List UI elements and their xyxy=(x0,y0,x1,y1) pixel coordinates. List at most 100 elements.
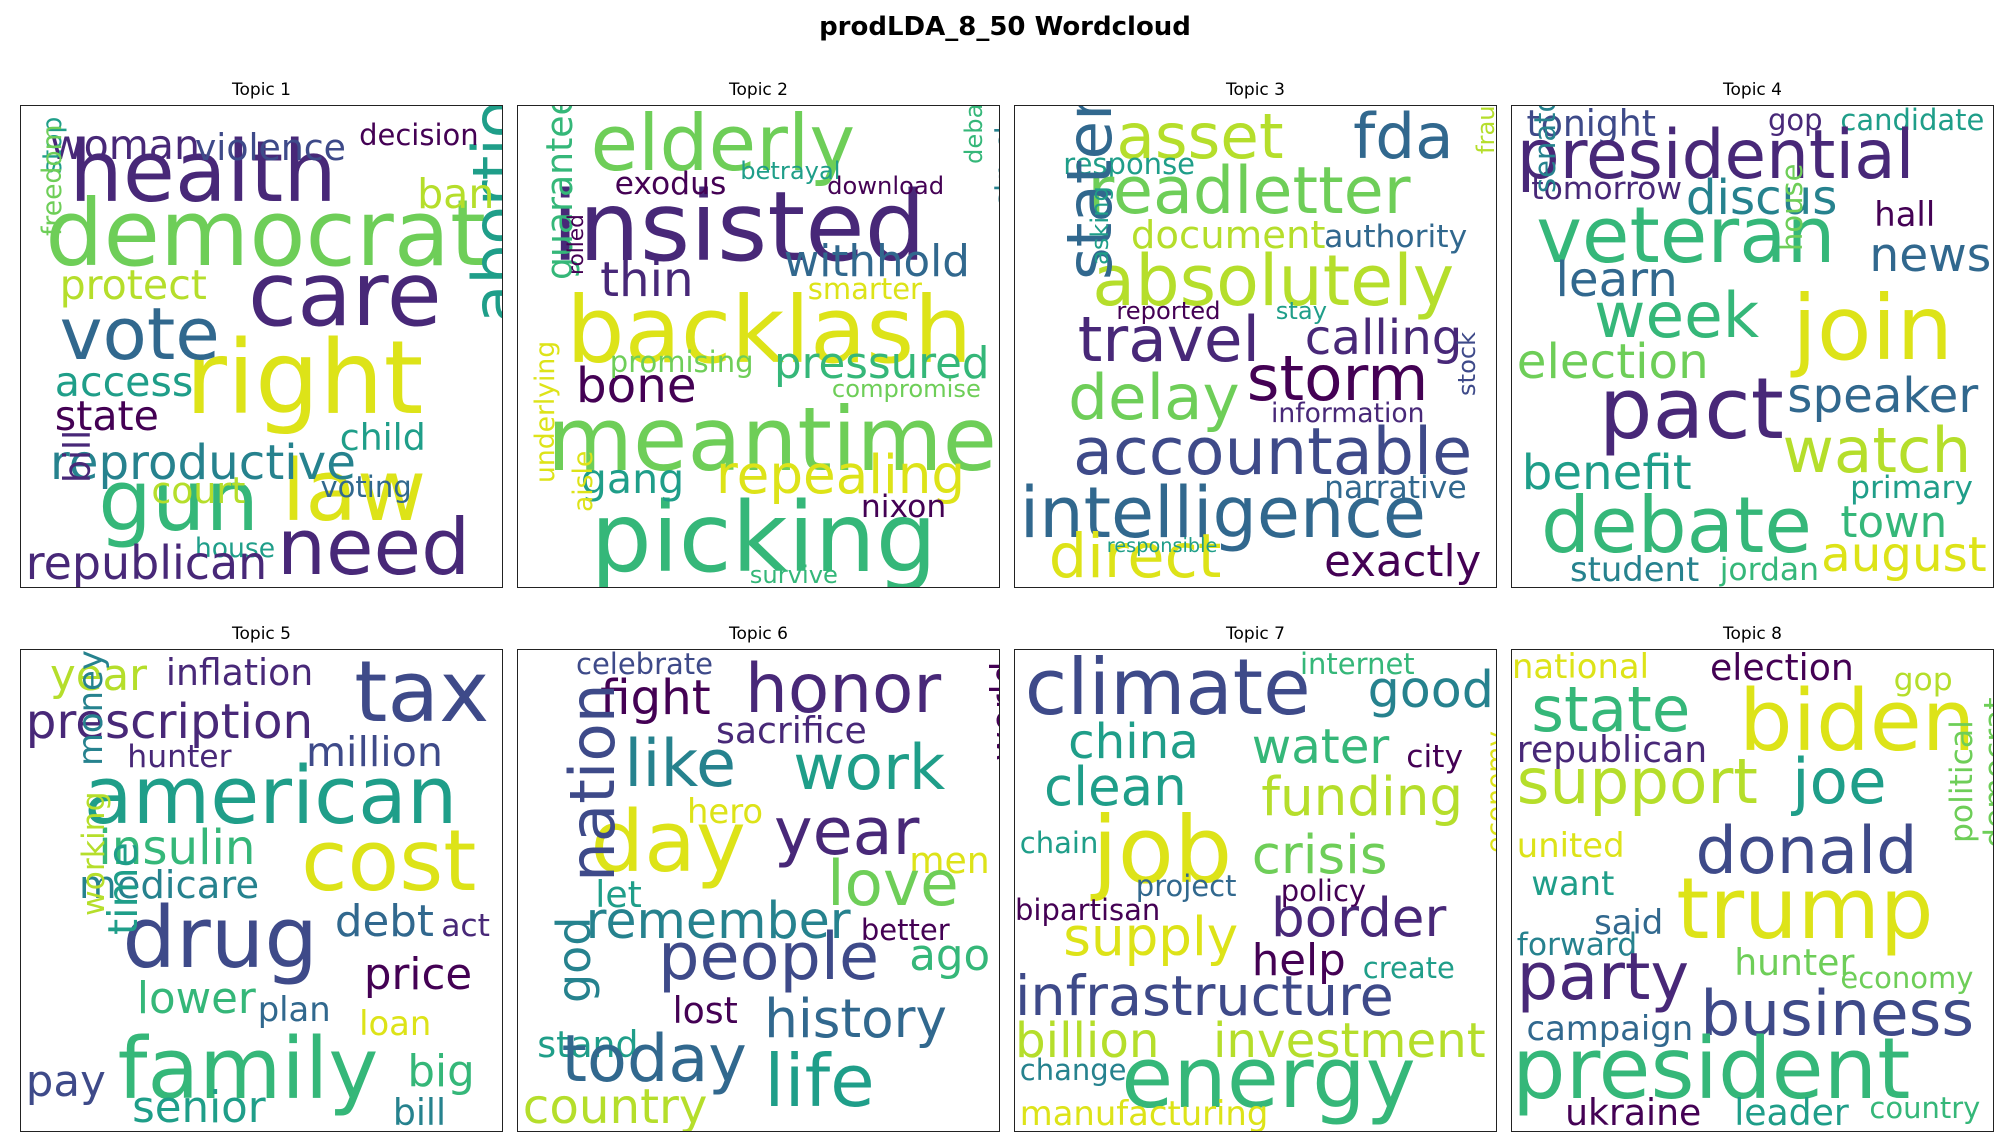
word-sacrifice: sacrifice xyxy=(716,708,867,752)
word-withhold: withhold xyxy=(783,237,970,288)
word-history: history xyxy=(764,987,947,1050)
word-loan: loan xyxy=(359,1004,432,1044)
word-leader: leader xyxy=(1734,1091,1849,1132)
word-storm: storm xyxy=(1246,341,1429,415)
word-want: want xyxy=(1531,864,1615,904)
word-betrayal: betrayal xyxy=(740,157,841,186)
word-august: august xyxy=(1821,527,1987,583)
word-benefit: benefit xyxy=(1521,444,1692,501)
word-hero: hero xyxy=(687,791,764,831)
word-voting: voting xyxy=(320,470,412,505)
word-political: political xyxy=(1943,720,1980,844)
word-child: child xyxy=(339,415,426,459)
word-survive: survive xyxy=(749,561,838,588)
word-act: act xyxy=(441,907,490,944)
word-hall: hall xyxy=(1874,194,1936,234)
word-nation: nation xyxy=(555,683,629,882)
word-create: create xyxy=(1362,951,1455,986)
word-policy: policy xyxy=(1280,874,1367,908)
word-fight: fight xyxy=(600,670,711,727)
word-structural: structural xyxy=(988,105,1000,208)
topic-panel-1: Topic 1 health democrat care right vote law gu… xyxy=(20,80,503,588)
word-gun: gun xyxy=(98,451,260,550)
word-right: right xyxy=(185,319,424,438)
word-direct: direct xyxy=(1048,522,1222,588)
word-stock: stock xyxy=(1452,331,1481,396)
topic-panel-7: Topic 7 climate internet good china water cit… xyxy=(1014,624,1497,1132)
word-town: town xyxy=(1840,498,1948,549)
word-cost: cost xyxy=(301,812,477,910)
word-rolled: rolled xyxy=(564,214,590,275)
word-protect: protect xyxy=(59,261,207,310)
word-world: world xyxy=(982,661,1000,762)
word-week: week xyxy=(1594,278,1760,352)
word-people: people xyxy=(658,919,880,996)
word-reproductive: reproductive xyxy=(50,435,356,492)
topic-title: Topic 2 xyxy=(729,80,788,100)
word-said: said xyxy=(1594,903,1664,942)
word-bone: bone xyxy=(576,358,697,414)
word-investment: investment xyxy=(1213,1013,1486,1070)
word-speaker: speaker xyxy=(1787,367,1979,424)
word-promising: promising xyxy=(609,344,754,379)
word-help: help xyxy=(1251,935,1346,986)
wordcloud-box: celebrate honor fight sacrifice like work hero… xyxy=(517,649,1000,1132)
topic-panel-8: Topic 8 national election gop state biden rep… xyxy=(1511,624,1994,1132)
word-exactly: exactly xyxy=(1324,536,1482,587)
topic-title: Topic 6 xyxy=(729,624,788,644)
word-trump: trump xyxy=(1676,860,1934,959)
word-party: party xyxy=(1516,938,1690,1015)
word-insulin: insulin xyxy=(98,819,256,876)
word-day: day xyxy=(590,792,746,891)
topic-panel-5: Topic 5 year inflation tax prescription hunt… xyxy=(20,624,503,1132)
word-ago: ago xyxy=(909,931,991,981)
wordcloud-box: tonight gop candidate presidential tomorrow d… xyxy=(1511,105,1994,588)
word-bill: bill xyxy=(392,1091,447,1132)
word-year: year xyxy=(774,793,920,870)
word-pay: pay xyxy=(25,1056,106,1107)
word-biden: biden xyxy=(1739,672,1976,770)
word-access: access xyxy=(54,358,194,406)
wordcloud-box: health democrat care right vote law gun need abo… xyxy=(20,105,503,588)
word-watch: watch xyxy=(1782,413,1972,487)
word-elderly: elderly xyxy=(590,105,856,189)
word-drug: drug xyxy=(122,889,318,988)
word-insisted: insisted xyxy=(551,169,926,283)
word-billion: billion xyxy=(1015,1013,1160,1070)
word-energy: energy xyxy=(1121,1029,1416,1128)
wordcloud-box: asset fda response readletter document author… xyxy=(1014,105,1497,588)
word-jordan: jordan xyxy=(1719,552,1820,588)
word-delay: delay xyxy=(1068,360,1240,434)
word-god: god xyxy=(546,916,601,1003)
word-ukraine: ukraine xyxy=(1565,1091,1702,1132)
word-celebrate: celebrate xyxy=(576,649,713,681)
word-decision: decision xyxy=(359,117,479,152)
word-primary: primary xyxy=(1850,470,1973,507)
word-country: country xyxy=(522,1079,708,1132)
word-project: project xyxy=(1135,869,1237,904)
word-house: house xyxy=(194,532,276,564)
word-city: city xyxy=(1406,738,1464,775)
word-picking: picking xyxy=(590,481,938,588)
word-news: news xyxy=(1869,227,1992,283)
word-debate: debate xyxy=(1541,480,1812,571)
word-economy: economy xyxy=(1840,960,1974,995)
word-senator: senator xyxy=(1528,105,1563,193)
word-bill: bill xyxy=(55,429,99,483)
word-let: let xyxy=(595,873,642,916)
word-asking: asking xyxy=(1085,186,1114,266)
word-aisle: aisle xyxy=(568,450,600,512)
word-repealing: repealing xyxy=(716,443,966,506)
word-national: national xyxy=(1512,649,1649,686)
word-state: state xyxy=(54,391,159,440)
word-better: better xyxy=(860,912,950,947)
word-president: president xyxy=(1512,1019,1911,1118)
word-information: information xyxy=(1271,397,1425,429)
word-democrat: democrat xyxy=(45,180,486,288)
word-freedom: freedom xyxy=(37,124,69,237)
word-today: today xyxy=(561,1020,747,1097)
word-join: join xyxy=(1792,276,1954,381)
word-remember: remember xyxy=(585,891,851,951)
word-ban: ban xyxy=(417,169,495,218)
word-download: download xyxy=(827,171,945,200)
